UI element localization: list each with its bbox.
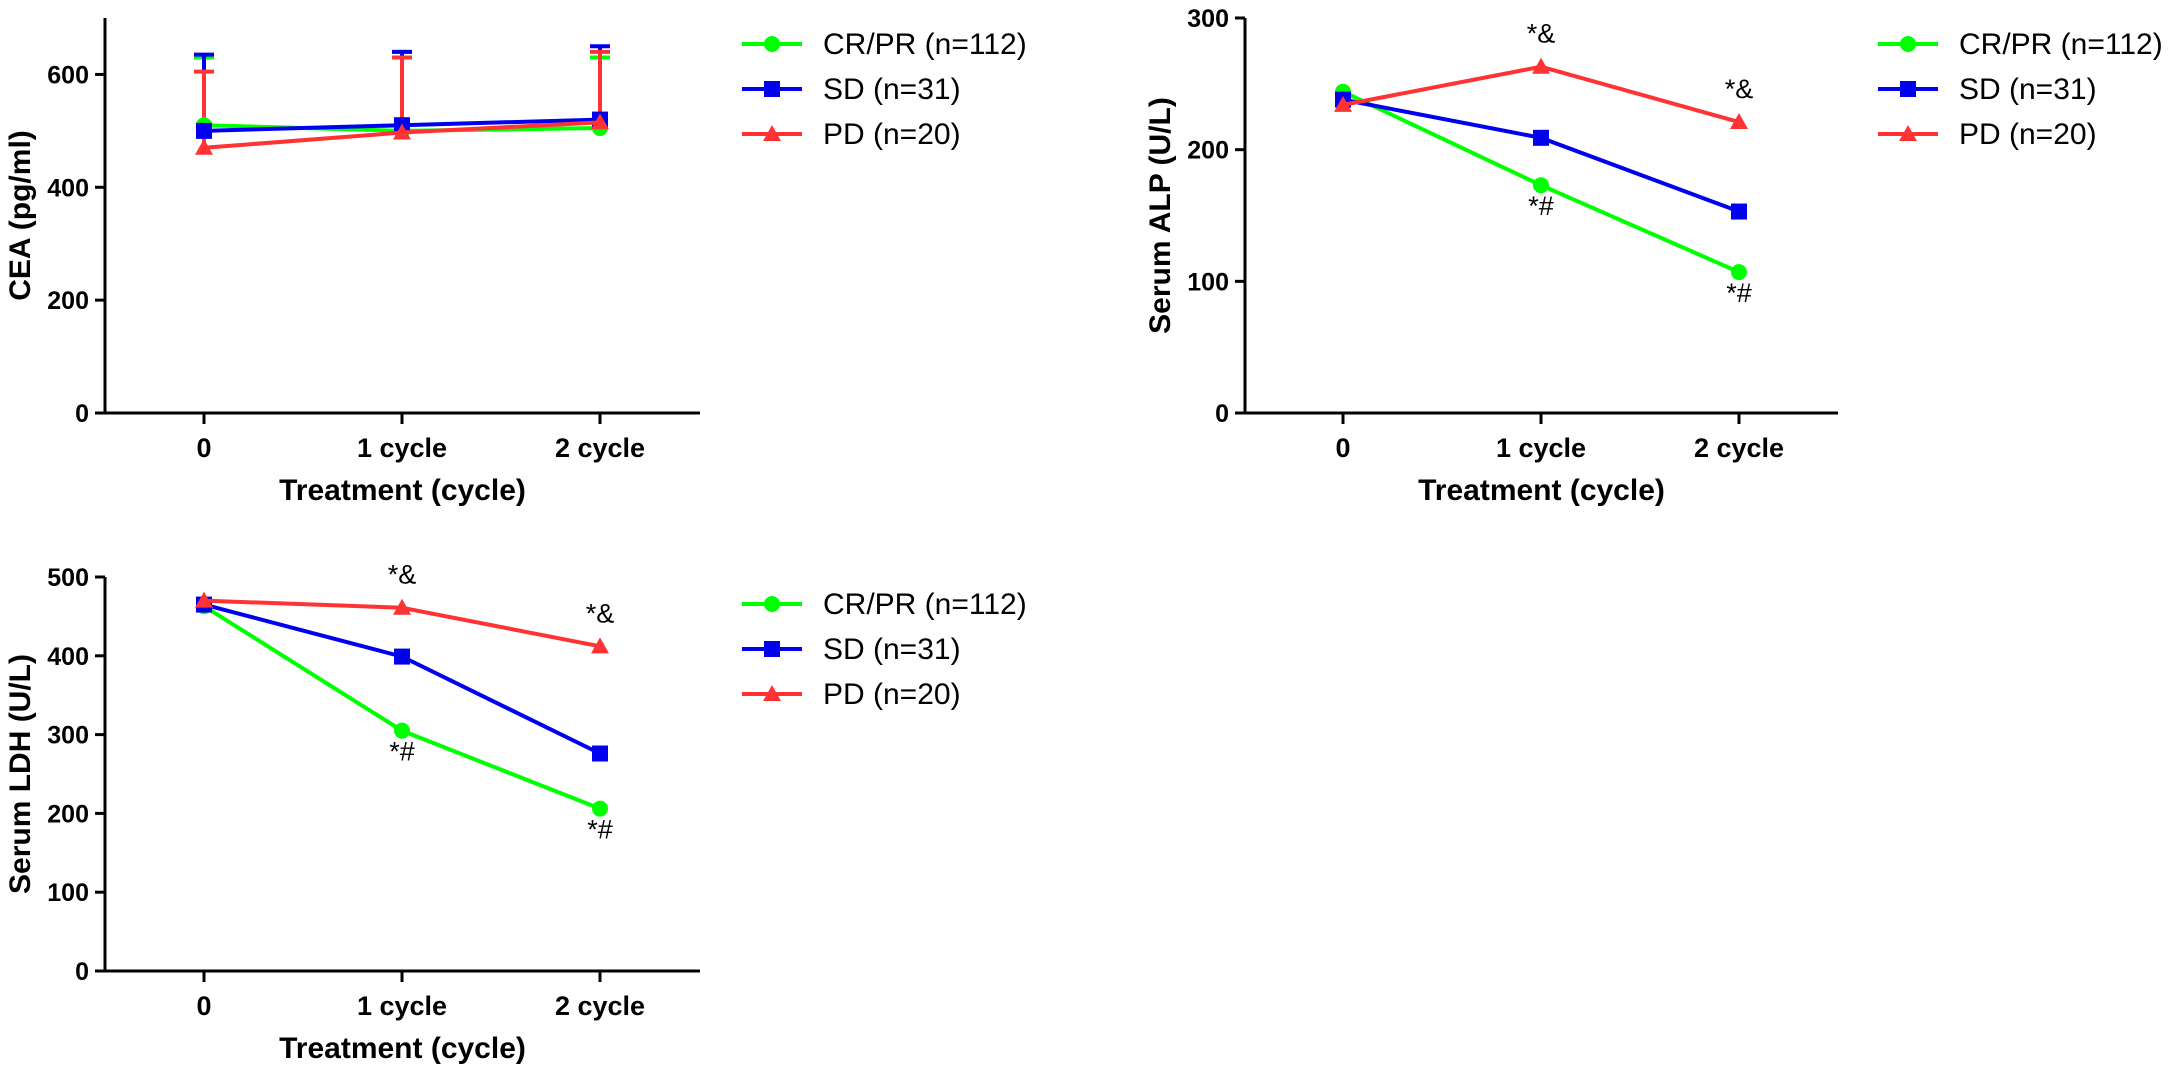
significance-label: *# <box>1528 191 1554 221</box>
y-tick-label: 200 <box>47 287 89 315</box>
significance-label: *& <box>586 598 615 628</box>
legend-label: PD (n=20) <box>1959 118 2097 151</box>
x-axis-title: Treatment (cycle) <box>279 1032 526 1065</box>
legend-marker <box>1900 36 1916 52</box>
chart-ldh: 0 100 200 300 400 500 0 1 cycle 2 cycle Treatment… <box>4 560 1027 1065</box>
y-tick-label: 0 <box>1215 400 1229 428</box>
data-point <box>1532 57 1550 74</box>
y-tick-label: 400 <box>47 174 89 202</box>
legend-marker <box>1900 81 1916 97</box>
x-axis-title: Treatment (cycle) <box>1418 474 1665 507</box>
data-point <box>394 722 410 739</box>
y-tick-label: 0 <box>75 400 89 428</box>
x-tick-label: 1 cycle <box>357 991 447 1021</box>
y-tick-label: 600 <box>47 61 89 89</box>
legend-marker <box>764 596 780 612</box>
data-point <box>1533 177 1549 194</box>
x-tick-label: 2 cycle <box>555 433 645 463</box>
legend-label: CR/PR (n=112) <box>823 588 1027 621</box>
legend-marker <box>1899 125 1917 141</box>
x-tick-label: 2 cycle <box>555 991 645 1021</box>
data-point <box>195 138 213 155</box>
legend-label: CR/PR (n=112) <box>823 28 1027 61</box>
legend-label: PD (n=20) <box>823 118 961 151</box>
significance-label: *# <box>389 737 415 767</box>
y-tick-label: 100 <box>1187 268 1229 296</box>
data-point <box>195 591 213 608</box>
y-tick-label: 100 <box>47 879 89 907</box>
legend-marker <box>763 125 781 141</box>
x-tick-label: 1 cycle <box>357 433 447 463</box>
data-point <box>393 123 411 140</box>
legend-label: PD (n=20) <box>823 678 961 711</box>
y-tick-label: 400 <box>47 643 89 671</box>
y-axis-title: Serum ALP (U/L) <box>1144 97 1177 334</box>
data-point <box>592 800 608 817</box>
data-point <box>592 745 608 762</box>
significance-label: *& <box>1725 74 1754 104</box>
significance-label: *& <box>1527 19 1556 49</box>
legend-marker <box>764 81 780 97</box>
data-point <box>1730 113 1748 130</box>
y-tick-label: 200 <box>1187 137 1229 165</box>
legend-label: SD (n=31) <box>823 633 961 666</box>
legend-marker <box>764 641 780 657</box>
y-tick-label: 200 <box>47 800 89 828</box>
y-tick-label: 500 <box>47 564 89 592</box>
data-point <box>1731 264 1747 281</box>
chart-cea: 0 200 400 600 0 1 cycle 2 cycle Treatment (cycl… <box>4 18 1027 507</box>
x-tick-label: 0 <box>196 991 211 1021</box>
chart-alp: 0 100 200 300 0 1 cycle 2 cycle Treatment (cycl… <box>1144 5 2163 507</box>
x-tick-label: 0 <box>196 433 211 463</box>
y-tick-label: 0 <box>75 958 89 986</box>
data-point <box>591 113 609 130</box>
significance-label: *# <box>1726 278 1752 308</box>
y-axis-title: Serum LDH (U/L) <box>4 654 37 894</box>
data-point <box>1334 95 1352 112</box>
data-point <box>196 122 212 139</box>
legend-marker <box>764 36 780 52</box>
x-tick-label: 0 <box>1335 433 1350 463</box>
significance-label: *& <box>388 560 417 590</box>
legend-label: SD (n=31) <box>823 73 961 106</box>
data-point <box>591 637 609 654</box>
x-tick-label: 2 cycle <box>1694 433 1784 463</box>
series-line-2 <box>1342 64 1740 124</box>
legend-marker <box>763 685 781 701</box>
x-tick-label: 1 cycle <box>1496 433 1586 463</box>
data-point <box>394 648 410 665</box>
y-tick-label: 300 <box>1187 5 1229 33</box>
x-axis-title: Treatment (cycle) <box>279 474 526 507</box>
y-axis-title: CEA (pg/ml) <box>4 130 37 301</box>
data-point <box>1533 129 1549 146</box>
significance-label: *# <box>587 815 613 845</box>
legend-label: SD (n=31) <box>1959 73 2097 106</box>
data-point <box>393 598 411 615</box>
data-point <box>1731 203 1747 220</box>
legend-label: CR/PR (n=112) <box>1959 28 2163 61</box>
y-tick-label: 300 <box>47 722 89 750</box>
